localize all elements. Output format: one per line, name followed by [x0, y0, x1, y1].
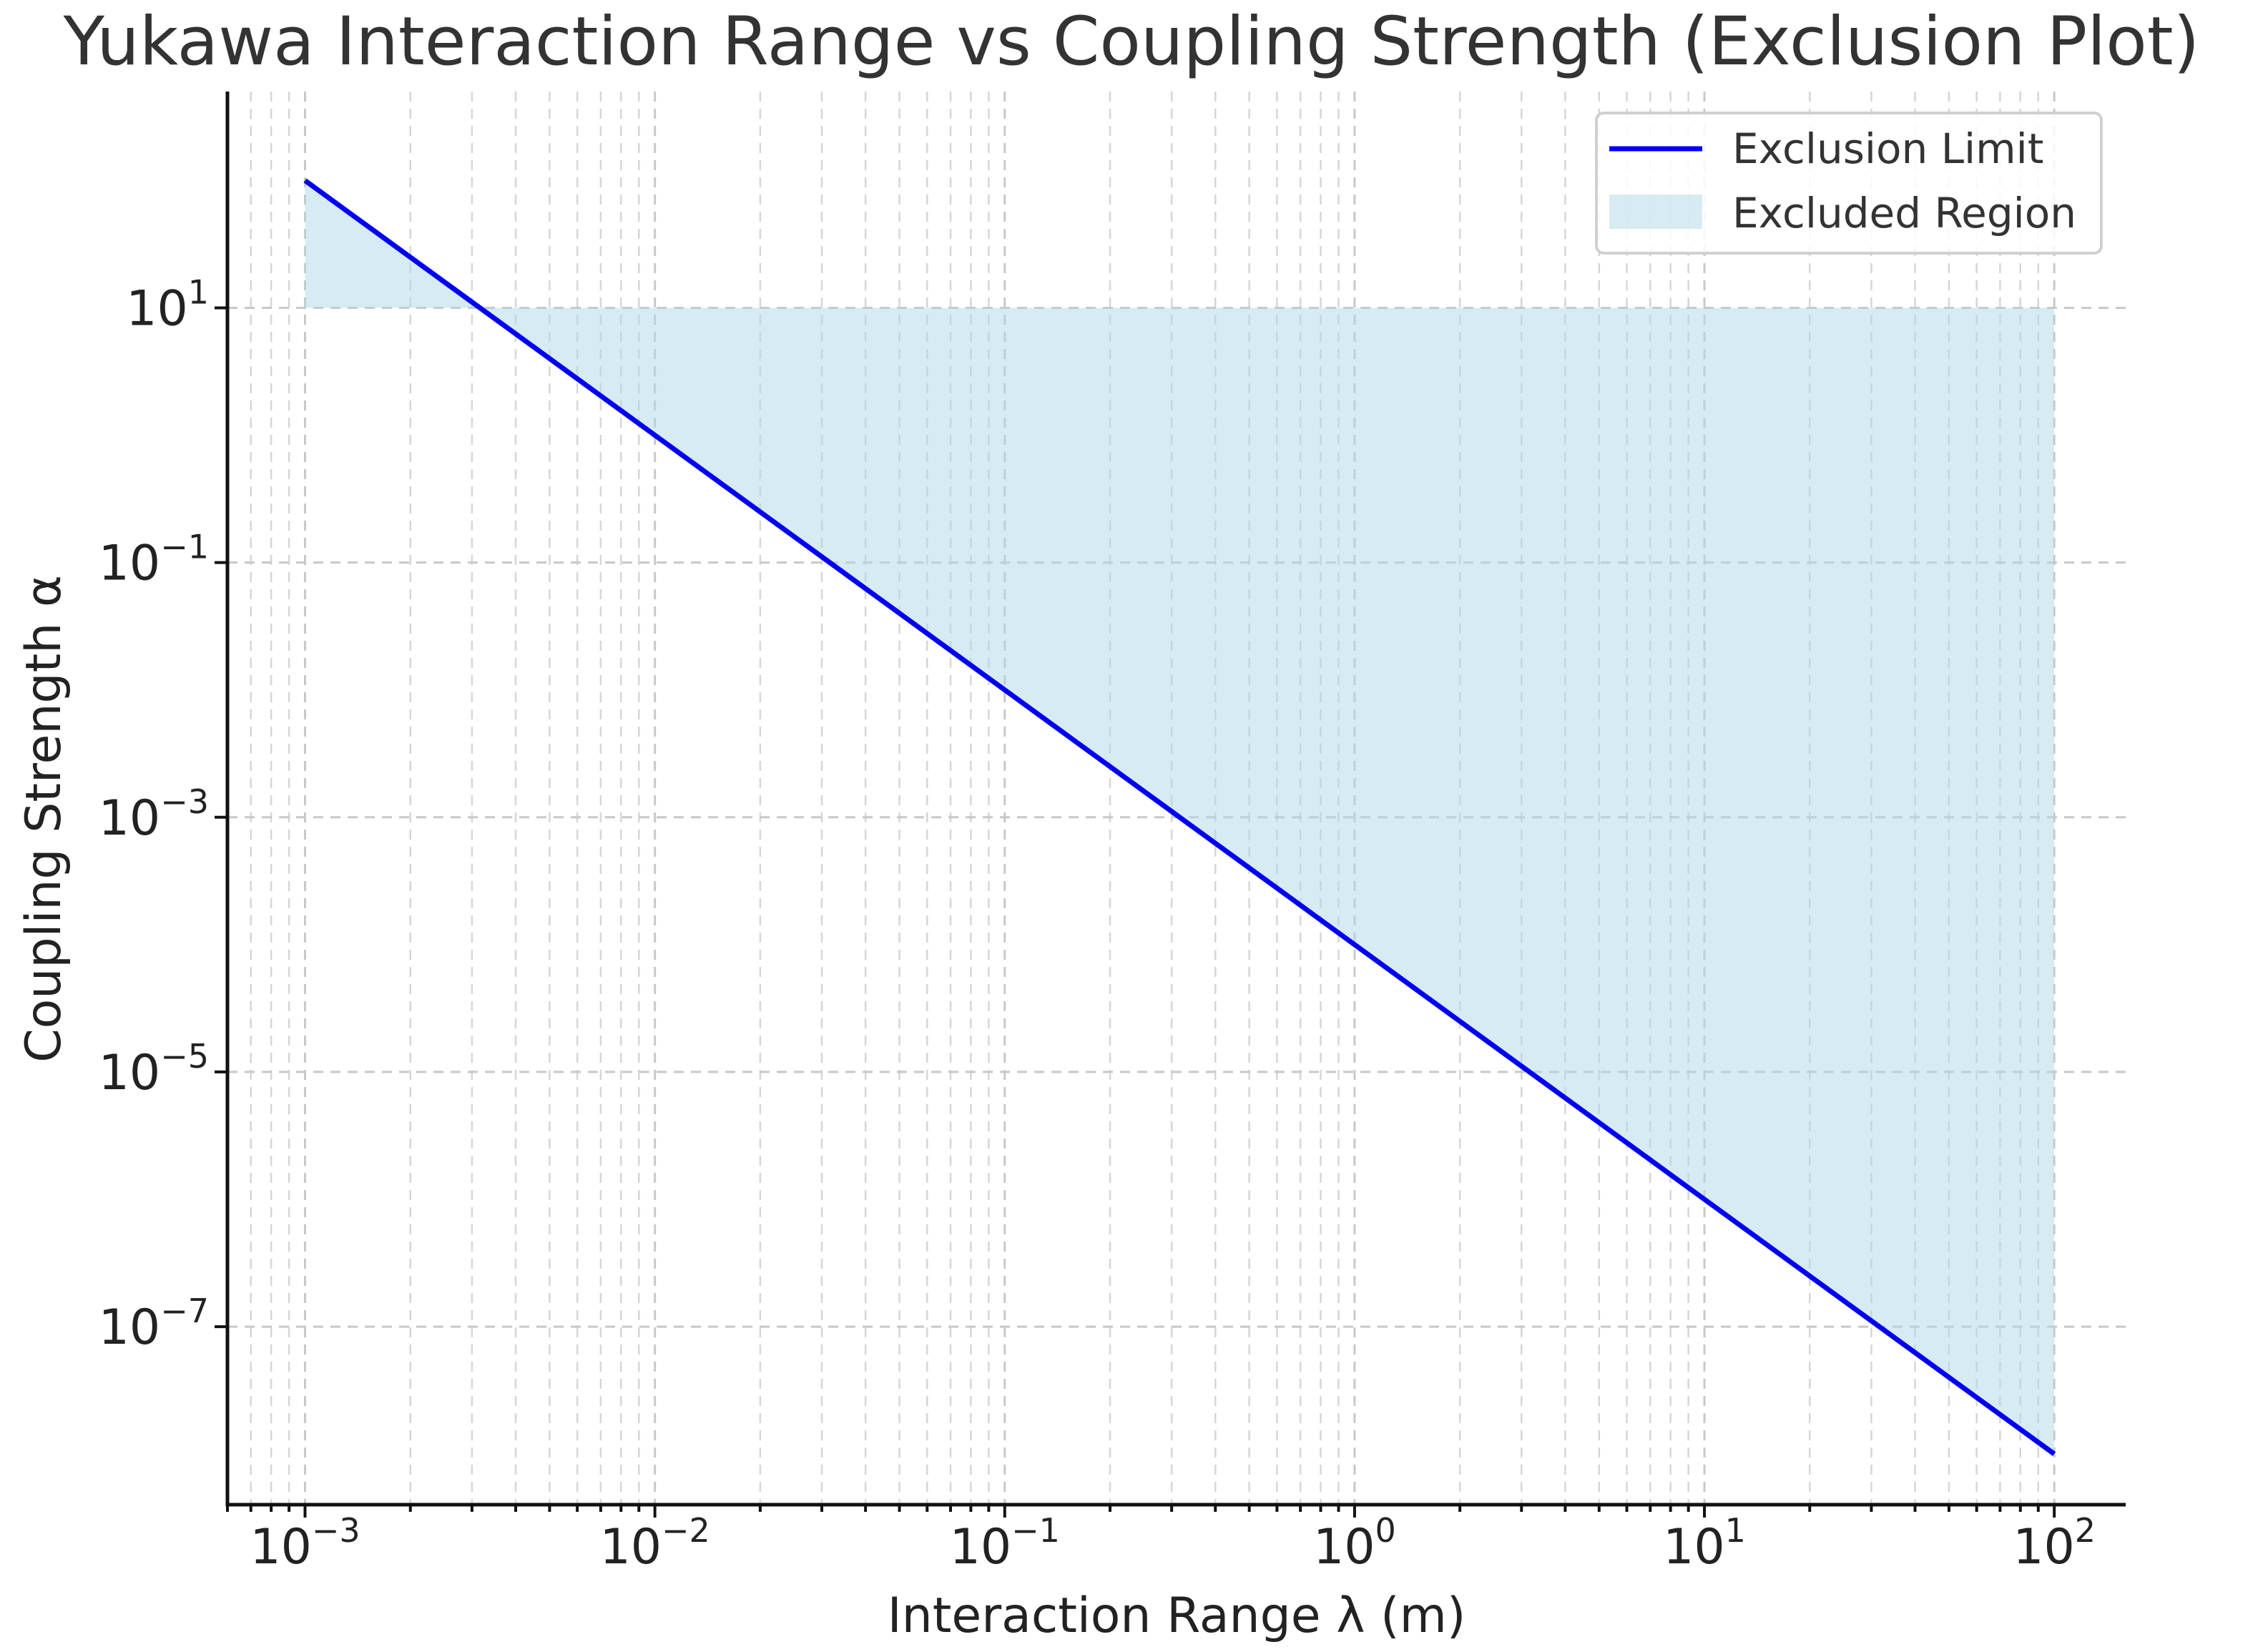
- y-tick-label: 10−7: [99, 1292, 209, 1356]
- x-tick-label: 101: [1663, 1511, 1746, 1575]
- x-axis-label: Interaction Range λ (m): [888, 1588, 1466, 1644]
- y-tick-label: 10−3: [99, 782, 209, 847]
- y-axis-label: Coupling Strength α: [16, 575, 72, 1063]
- x-tick-label: 102: [2013, 1511, 2096, 1575]
- y-tick-label: 10−5: [99, 1037, 209, 1101]
- exclusion-limit-line: [303, 178, 2056, 1456]
- legend-label-excluded-region: Excluded Region: [1732, 189, 2076, 237]
- y-tick-label: 101: [126, 273, 209, 338]
- legend-fill-swatch: [1609, 195, 1702, 229]
- x-tick-label: 10−3: [250, 1511, 360, 1575]
- excluded-region-fill: [305, 180, 2055, 1455]
- legend: Exclusion Limit Excluded Region: [1595, 112, 2103, 255]
- y-tick-label: 10−1: [99, 528, 209, 592]
- tick-labels: 10−3 10−2 10−1 100 101 102 101 10−1 10−3 10−5 10−7: [99, 273, 2096, 1575]
- chart-title: Yukawa Interaction Range vs Coupling Str…: [63, 3, 2200, 81]
- legend-box: [1595, 112, 2103, 255]
- legend-label-exclusion-limit: Exclusion Limit: [1732, 124, 2044, 173]
- x-tick-label: 100: [1313, 1511, 1396, 1575]
- x-tick-label: 10−2: [599, 1511, 710, 1575]
- x-tick-label: 10−1: [950, 1511, 1060, 1575]
